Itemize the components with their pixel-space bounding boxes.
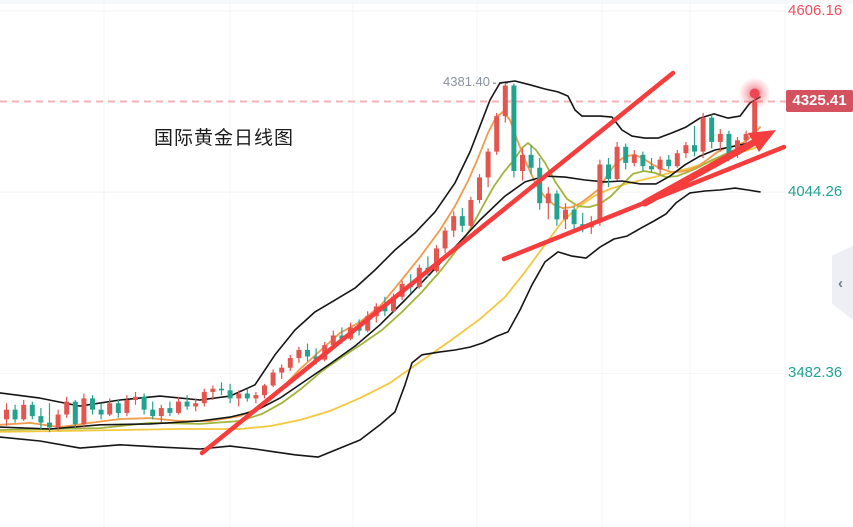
trendline-steep[interactable] <box>199 70 676 456</box>
high-price-label: 4381.40 <box>443 74 490 90</box>
ma-mid-olive <box>0 138 761 431</box>
ma-slow-yellow <box>0 145 761 433</box>
ma-fast-orange <box>0 111 761 429</box>
bollinger-middle <box>0 141 761 430</box>
current-price-dot <box>749 88 760 99</box>
axis-label-upper: 4606.16 <box>788 1 843 19</box>
top-strip <box>0 0 853 4</box>
up-arrow-shaft[interactable] <box>641 139 757 207</box>
candles-layer <box>4 83 758 433</box>
chart-title: 国际黄金日线图 <box>154 128 295 149</box>
panel-expander-tab[interactable]: ‹ <box>832 246 853 320</box>
bollinger-upper <box>0 80 761 407</box>
axis-label-lower: 3482.36 <box>788 364 843 382</box>
up-arrow-head[interactable] <box>748 130 776 152</box>
bollinger-lower <box>0 187 761 458</box>
gridlines <box>0 0 786 527</box>
chevron-left-icon: ‹ <box>838 274 843 292</box>
current-price-badge: 4325.41 <box>786 90 853 113</box>
axis-label-middle: 4044.26 <box>788 183 843 201</box>
